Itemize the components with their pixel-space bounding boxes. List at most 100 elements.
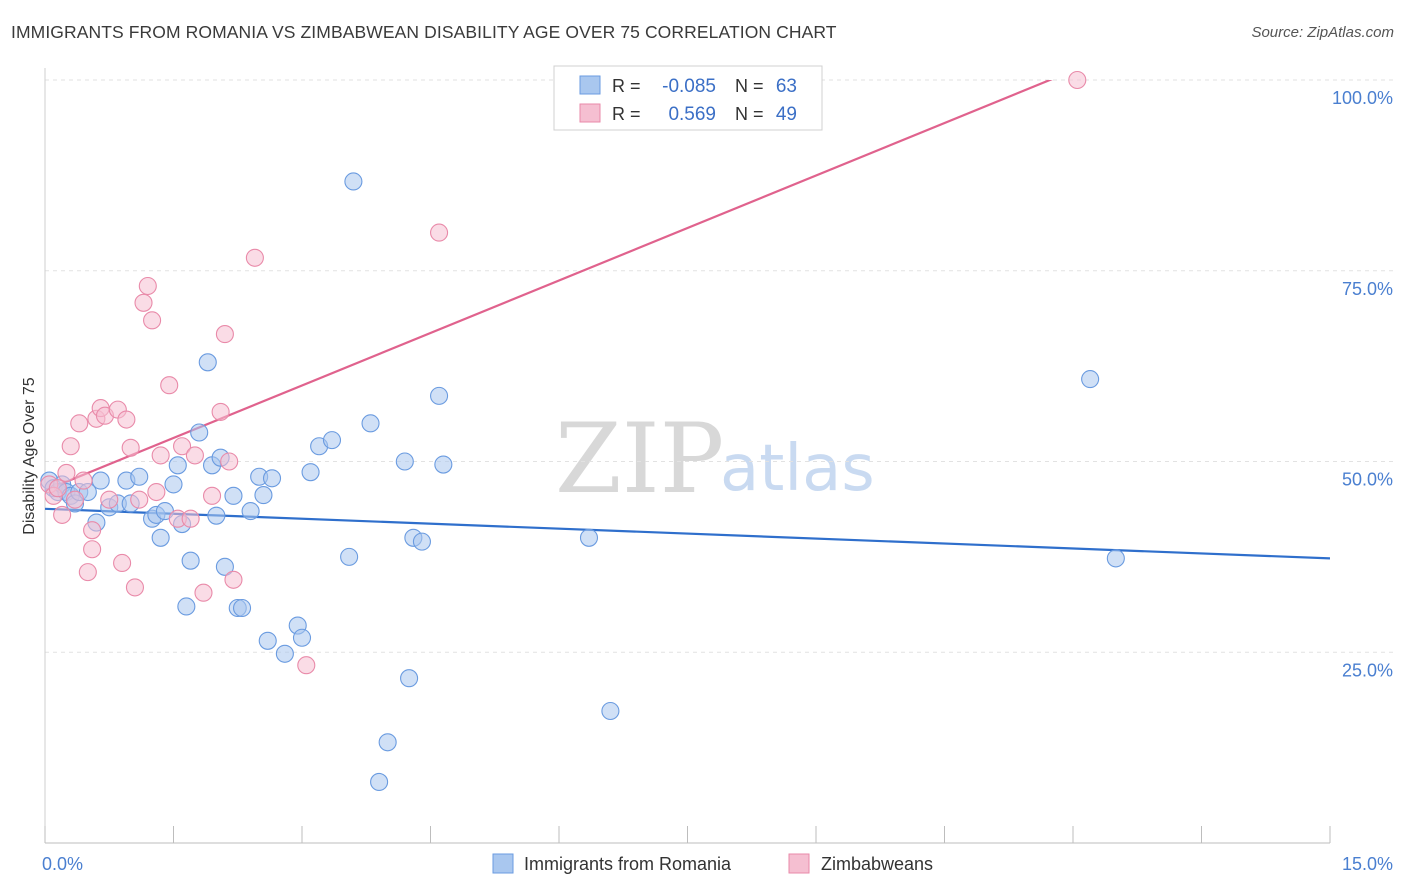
point-1-38 [245,248,264,267]
point-0-50 [395,452,414,471]
point-1-35 [215,325,234,344]
point-1-2 [48,479,67,498]
stats-r-value-zimbabwe: 0.569 [668,104,716,125]
point-0-25 [190,423,209,442]
x-tick-labels: 0.0% 15.0% [42,854,1393,874]
point-0-28 [207,506,226,525]
axes [44,68,1331,844]
point-1-36 [220,452,239,471]
legend: Immigrants from Romania Zimbabweans [492,853,933,874]
y-axis-title: Disability Age Over 75 [21,377,38,535]
point-1-9 [78,563,97,582]
point-1-5 [61,437,80,456]
point-1-25 [147,482,166,502]
point-0-10 [91,471,110,490]
point-0-21 [168,456,187,475]
point-1-40 [430,223,449,242]
point-0-54 [430,386,449,405]
stats-n-value-romania: 63 [776,76,797,97]
point-0-20 [164,475,183,494]
point-1-32 [194,583,213,602]
point-0-38 [262,469,282,488]
stats-r-label-romania: R = [612,76,641,96]
point-0-23 [177,597,196,616]
stats-n-label-romania: N = [735,76,764,96]
point-0-39 [275,644,294,663]
point-0-59 [1106,549,1125,568]
point-1-33 [203,486,222,505]
point-0-18 [151,528,170,547]
point-0-56 [579,528,599,547]
stats-r-value-romania: -0.085 [662,76,716,97]
point-1-6 [65,490,85,509]
grid-lines [45,79,1393,653]
point-1-15 [100,490,119,509]
point-0-26 [198,353,217,372]
point-1-41 [1068,70,1087,90]
point-0-37 [258,631,277,650]
point-1-20 [125,578,144,597]
y-tick-label-50: 50.0% [1342,470,1393,490]
point-0-58 [1081,370,1100,389]
point-1-39 [297,656,316,675]
legend-swatch-romania [492,853,514,874]
point-0-51 [400,669,419,688]
point-0-36 [254,486,273,505]
point-1-34 [211,402,230,421]
point-0-24 [181,551,200,570]
point-0-33 [232,598,252,618]
legend-swatch-zimbabwe [788,853,810,874]
legend-label-zimbabwe: Zimbabweans [821,854,933,874]
stats-n-label-zimbabwe: N = [735,104,764,124]
point-1-17 [113,553,132,573]
point-1-26 [151,446,170,465]
point-0-57 [601,701,620,721]
point-0-55 [434,455,453,474]
x-tick-label-max: 15.0% [1342,854,1393,874]
point-1-8 [74,471,93,490]
point-1-3 [53,505,72,524]
point-1-22 [134,293,153,312]
point-1-21 [130,490,149,509]
point-1-18 [117,410,136,429]
legend-label-romania: Immigrants from Romania [524,854,732,874]
watermark-atlas: atlas [720,432,875,506]
point-1-11 [83,540,102,559]
point-1-29 [173,437,192,456]
point-0-48 [370,772,389,792]
point-0-47 [361,414,380,433]
y-tick-labels: 25.0% 50.0% 75.0% 100.0% [1332,88,1393,680]
point-0-41 [292,628,312,647]
stats-n-value-zimbabwe: 49 [776,104,797,125]
watermark-zip: ZIP [555,403,724,515]
point-1-23 [138,276,157,296]
point-1-10 [83,521,102,540]
point-1-30 [181,509,200,528]
point-1-37 [224,570,243,589]
point-1-31 [185,446,204,465]
point-0-46 [340,547,359,566]
y-tick-label-100: 100.0% [1332,88,1393,108]
source-label: Source: ZipAtlas.com [1251,24,1394,41]
point-0-53 [412,532,431,551]
point-0-30 [215,557,234,576]
chart-title: IMMIGRANTS FROM ROMANIA VS ZIMBABWEAN DI… [11,22,837,42]
point-0-49 [378,733,397,752]
point-0-42 [301,463,320,482]
series-1 [40,70,1087,675]
trend-line-1 [45,80,1053,492]
y-tick-label-75: 75.0% [1342,279,1393,299]
y-tick-label-25: 25.0% [1342,660,1393,680]
point-0-34 [241,502,260,521]
point-1-27 [160,376,179,395]
stats-swatch-zimbabwe [579,103,601,123]
x-tick-label-min: 0.0% [42,854,83,874]
stats-r-label-zimbabwe: R = [612,104,641,124]
stats-box: R = -0.085 N = 63 R = 0.569 N = 49 [553,65,823,131]
point-1-4 [57,463,76,482]
point-0-44 [322,431,342,450]
trend-line-0 [45,507,1330,560]
point-1-24 [143,311,162,330]
point-0-15 [130,467,149,486]
